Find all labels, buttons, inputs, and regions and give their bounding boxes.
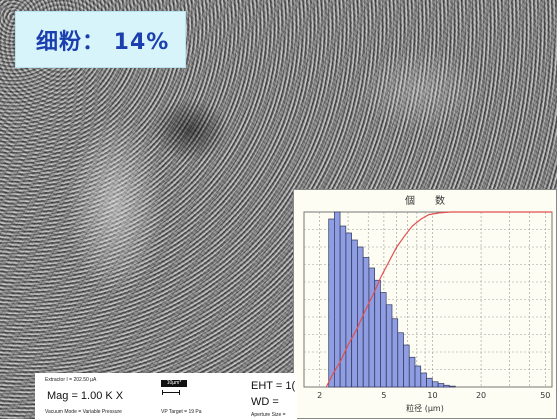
histogram-bar bbox=[426, 377, 433, 388]
histogram-bar bbox=[368, 267, 376, 388]
particle-size-chart-svg: 個 数 2 5 10 20 50 粒径 (μm) bbox=[303, 194, 553, 413]
wd-readout: WD = bbox=[251, 396, 279, 408]
histogram-bar bbox=[420, 372, 427, 388]
vacuum-mode: Vacuum Mode = Variable Pressure bbox=[45, 409, 122, 415]
x-tick-label: 5 bbox=[381, 391, 386, 400]
histogram-bar bbox=[339, 225, 347, 388]
x-tick-label: 10 bbox=[427, 391, 437, 400]
histogram-bar bbox=[408, 356, 416, 388]
histogram-bar bbox=[391, 318, 399, 388]
x-tick-label: 20 bbox=[476, 391, 486, 400]
histogram-bar bbox=[351, 239, 358, 388]
histogram-bar bbox=[328, 218, 335, 388]
eht-readout: EHT = 1( bbox=[251, 380, 296, 392]
histogram-bar bbox=[432, 381, 439, 388]
histogram-bar bbox=[449, 385, 456, 388]
histogram-bar bbox=[345, 232, 352, 388]
title-label: 细粉： 14% bbox=[36, 29, 170, 55]
cumulative-curve bbox=[325, 211, 552, 388]
title-label-box: 细粉： 14% bbox=[15, 11, 186, 68]
histogram-bar bbox=[414, 365, 422, 388]
histogram-bar bbox=[334, 211, 341, 388]
magnification-readout: Mag = 1.00 K X bbox=[47, 390, 124, 402]
x-tick-label: 50 bbox=[540, 391, 550, 400]
sem-info-bar: Extractor I = 202.50 µA Mag = 1.00 K X 1… bbox=[35, 373, 297, 419]
aperture-size: Aperture Size = bbox=[251, 412, 286, 418]
histogram-bar bbox=[385, 304, 393, 388]
particle-size-chart: 個 数 2 5 10 20 50 粒径 (μm) bbox=[293, 189, 557, 419]
histogram-bar bbox=[380, 292, 387, 388]
x-axis-label: 粒径 (μm) bbox=[406, 403, 444, 413]
histogram-bar bbox=[374, 279, 381, 388]
detector-info: Extractor I = 202.50 µA bbox=[45, 377, 97, 383]
chart-title: 個 数 bbox=[405, 194, 445, 207]
histogram-bar bbox=[437, 383, 445, 388]
histogram-bar bbox=[362, 257, 370, 388]
scale-bar bbox=[162, 390, 180, 395]
vp-target: VP Target = 19 Pa bbox=[161, 409, 202, 415]
x-tick-label: 2 bbox=[317, 391, 322, 400]
scale-bar-label: 10µm* bbox=[161, 380, 187, 387]
histogram-bar bbox=[443, 384, 450, 388]
histogram-bar bbox=[397, 332, 404, 388]
histogram-bar bbox=[403, 344, 410, 388]
